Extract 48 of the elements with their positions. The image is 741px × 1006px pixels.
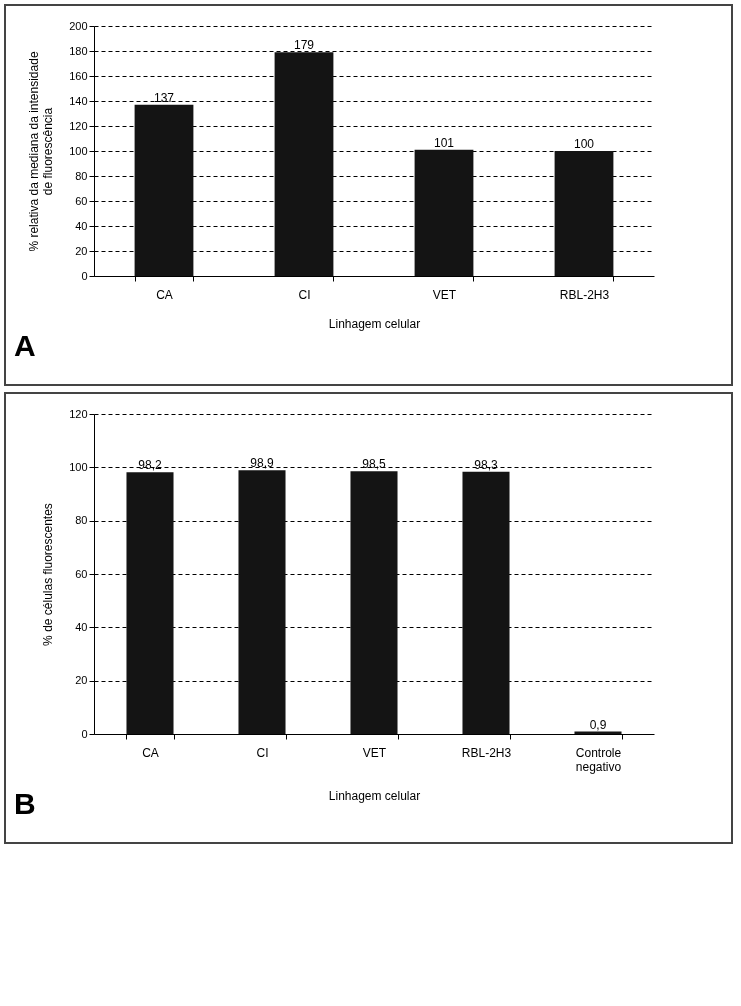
- y-tick-label: 40: [75, 219, 88, 232]
- bar: [350, 471, 398, 734]
- x-tick-label: CA: [156, 287, 173, 302]
- x-tick-label: VET: [432, 287, 457, 302]
- y-tick-label: 100: [69, 460, 88, 473]
- x-tick-label: CA: [142, 745, 159, 760]
- y-tick-label: 200: [69, 19, 88, 32]
- y-tick-label: 20: [75, 674, 88, 687]
- x-tick-label: CI: [298, 287, 311, 302]
- y-axis-title: % relativa da mediana da intensidade de fluorescência: [27, 51, 56, 252]
- y-tick-label: 160: [69, 69, 88, 82]
- data-label: 179: [293, 38, 315, 53]
- y-tick-label: 180: [69, 44, 88, 57]
- y-tick-label: 60: [75, 567, 88, 580]
- bar: [414, 149, 474, 276]
- x-tick-label: VET: [362, 745, 387, 760]
- x-tick-label: RBL-2H3: [461, 745, 512, 760]
- bar: [554, 151, 614, 276]
- y-tick-label: 100: [69, 144, 88, 157]
- data-label: 98,2: [138, 458, 162, 473]
- y-tick-label: 140: [69, 94, 88, 107]
- bar: [274, 52, 334, 276]
- text: A: [14, 329, 36, 362]
- y-tick-label: 80: [75, 514, 88, 527]
- x-tick-label: Controle negativo: [575, 745, 622, 774]
- data-label: 100: [573, 137, 595, 151]
- y-tick-label: 120: [69, 407, 88, 420]
- text: B: [14, 787, 36, 820]
- y-tick-label: 20: [75, 244, 88, 257]
- data-label: 101: [433, 135, 455, 150]
- x-tick-label: CI: [256, 745, 269, 760]
- y-tick-label: 0: [81, 727, 88, 740]
- x-tick-label: RBL-2H3: [559, 287, 610, 302]
- data-label: 98,3: [474, 457, 498, 472]
- data-label: 98,9: [250, 456, 274, 471]
- y-axis-title: % de células fluorescentes: [41, 503, 56, 646]
- x-axis-title: Linhagem celular: [328, 316, 421, 331]
- y-tick-label: 60: [75, 194, 88, 207]
- y-tick-label: 80: [75, 169, 88, 182]
- y-tick-label: 0: [81, 269, 88, 282]
- bar: [238, 470, 286, 734]
- data-label: 0,9: [589, 717, 607, 732]
- y-tick-label: 120: [69, 119, 88, 132]
- bar: [126, 472, 174, 734]
- bar: [462, 471, 510, 734]
- y-tick-label: 40: [75, 620, 88, 633]
- bar: [134, 104, 194, 276]
- x-axis-title: Linhagem celular: [328, 788, 421, 803]
